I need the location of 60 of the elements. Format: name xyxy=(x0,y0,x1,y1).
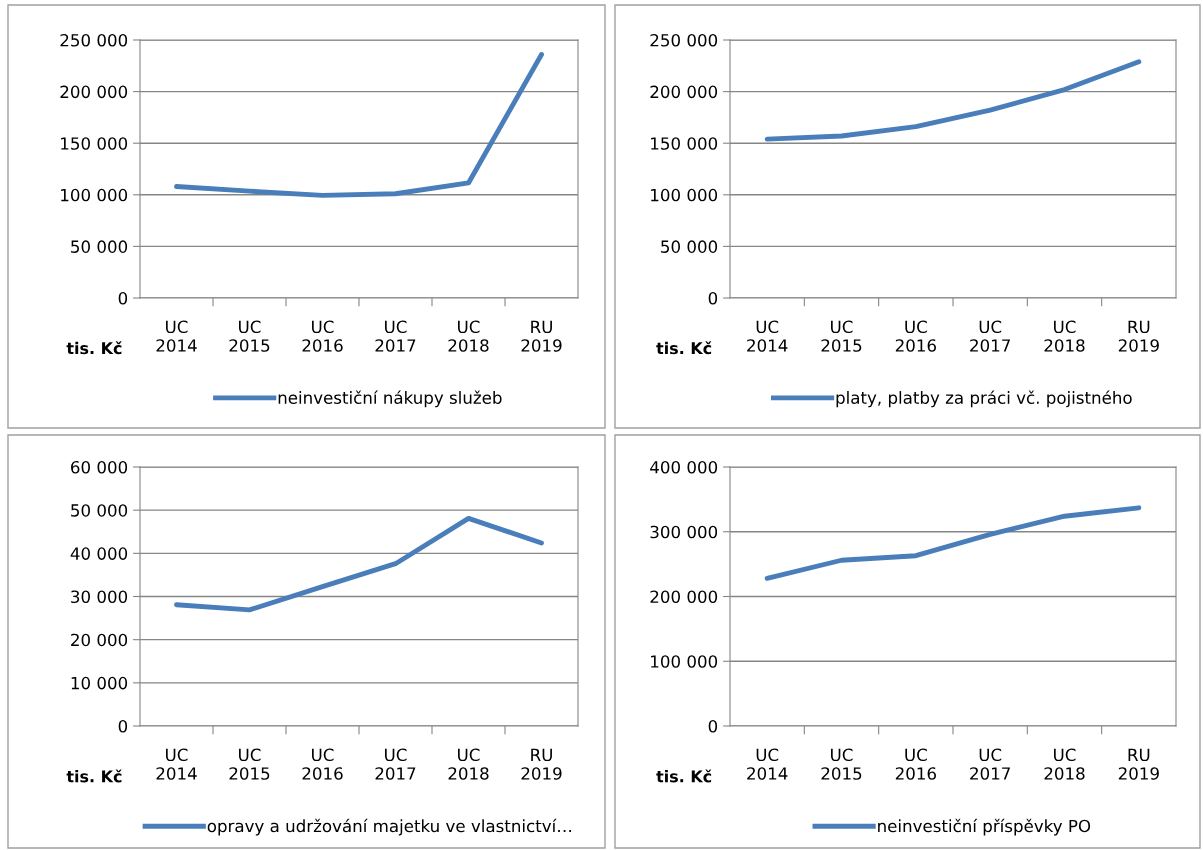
x-tick-label: RU 2019 xyxy=(521,748,562,780)
y-tick-label: 200 000 xyxy=(60,85,128,99)
y-tick-label: 10 000 xyxy=(71,676,128,690)
x-tick-label: UC 2017 xyxy=(375,320,416,352)
x-tick-label: UC 2018 xyxy=(1044,320,1085,352)
y-tick-label: 100 000 xyxy=(651,655,718,668)
x-tick-label: UC 2016 xyxy=(895,748,936,780)
y-tick-label: 50 000 xyxy=(71,240,128,253)
x-tick-label: UC 2017 xyxy=(970,748,1010,780)
legend-label: platy, platby za práci vč. pojistného xyxy=(836,390,1132,408)
x-tick-label: UC 2014 xyxy=(156,320,197,352)
x-tick-label: UC 2016 xyxy=(895,320,936,352)
legend-label: neinvestiční příspěvky PO xyxy=(878,818,1091,836)
x-tick-label: UC 2016 xyxy=(302,320,343,352)
text: tis. Kč xyxy=(656,341,712,355)
text: tis. Kč xyxy=(656,769,712,783)
y-tick-label: 200 000 xyxy=(650,590,718,604)
line-series xyxy=(174,52,544,198)
y-tick-label: 30 000 xyxy=(71,590,128,604)
x-tick-label: UC 2014 xyxy=(747,320,788,352)
y-tick-label: 20 000 xyxy=(71,633,128,647)
y-tick-label: 0 xyxy=(708,719,718,733)
y-tick-label: 250 000 xyxy=(650,33,718,47)
x-tick-label: UC 2017 xyxy=(375,748,416,780)
y-tick-label: 50 000 xyxy=(661,240,718,253)
y-tick-label: 250 000 xyxy=(60,33,128,47)
legend-label: opravy a udržování majetku ve vlastnictví… xyxy=(207,818,571,836)
line-series xyxy=(764,505,1142,581)
y-tick-label: 60 000 xyxy=(71,460,128,474)
y-tick-label: 40 000 xyxy=(70,547,128,560)
y-tick-label: 150 000 xyxy=(651,137,718,150)
y-tick-label: 300 000 xyxy=(650,525,718,539)
legend-label: neinvestiční nákupy služeb xyxy=(278,390,502,408)
x-tick-label: UC 2014 xyxy=(747,748,788,780)
y-tick-label: 0 xyxy=(118,291,128,305)
y-tick-label: 0 xyxy=(708,291,718,305)
x-tick-label: UC 2018 xyxy=(448,748,489,780)
line-series xyxy=(764,59,1142,142)
y-tick-label: 200 000 xyxy=(650,85,718,99)
x-tick-label: UC 2015 xyxy=(229,748,270,780)
y-tick-label: 0 xyxy=(118,719,128,733)
x-tick-label: UC 2016 xyxy=(302,748,343,780)
x-tick-label: UC 2018 xyxy=(1044,748,1085,780)
y-tick-label: 50 000 xyxy=(71,504,128,517)
x-tick-label: UC 2018 xyxy=(448,320,489,352)
y-tick-label: 400 000 xyxy=(650,460,718,474)
text: tis. Kč xyxy=(66,769,122,783)
y-tick-label: 100 000 xyxy=(651,188,718,202)
x-tick-label: UC 2015 xyxy=(821,320,862,352)
line-series xyxy=(174,515,544,613)
x-tick-label: UC 2015 xyxy=(229,320,270,352)
x-tick-label: UC 2017 xyxy=(970,320,1010,352)
x-tick-label: RU 2019 xyxy=(521,320,562,352)
x-tick-label: RU 2019 xyxy=(1118,748,1159,780)
y-tick-label: 150 000 xyxy=(61,137,128,150)
x-tick-label: UC 2015 xyxy=(821,748,862,780)
y-tick-label: 100 000 xyxy=(61,188,128,202)
text: tis. Kč xyxy=(66,341,122,355)
x-tick-label: RU 2019 xyxy=(1118,320,1159,352)
x-tick-label: UC 2014 xyxy=(156,748,197,780)
